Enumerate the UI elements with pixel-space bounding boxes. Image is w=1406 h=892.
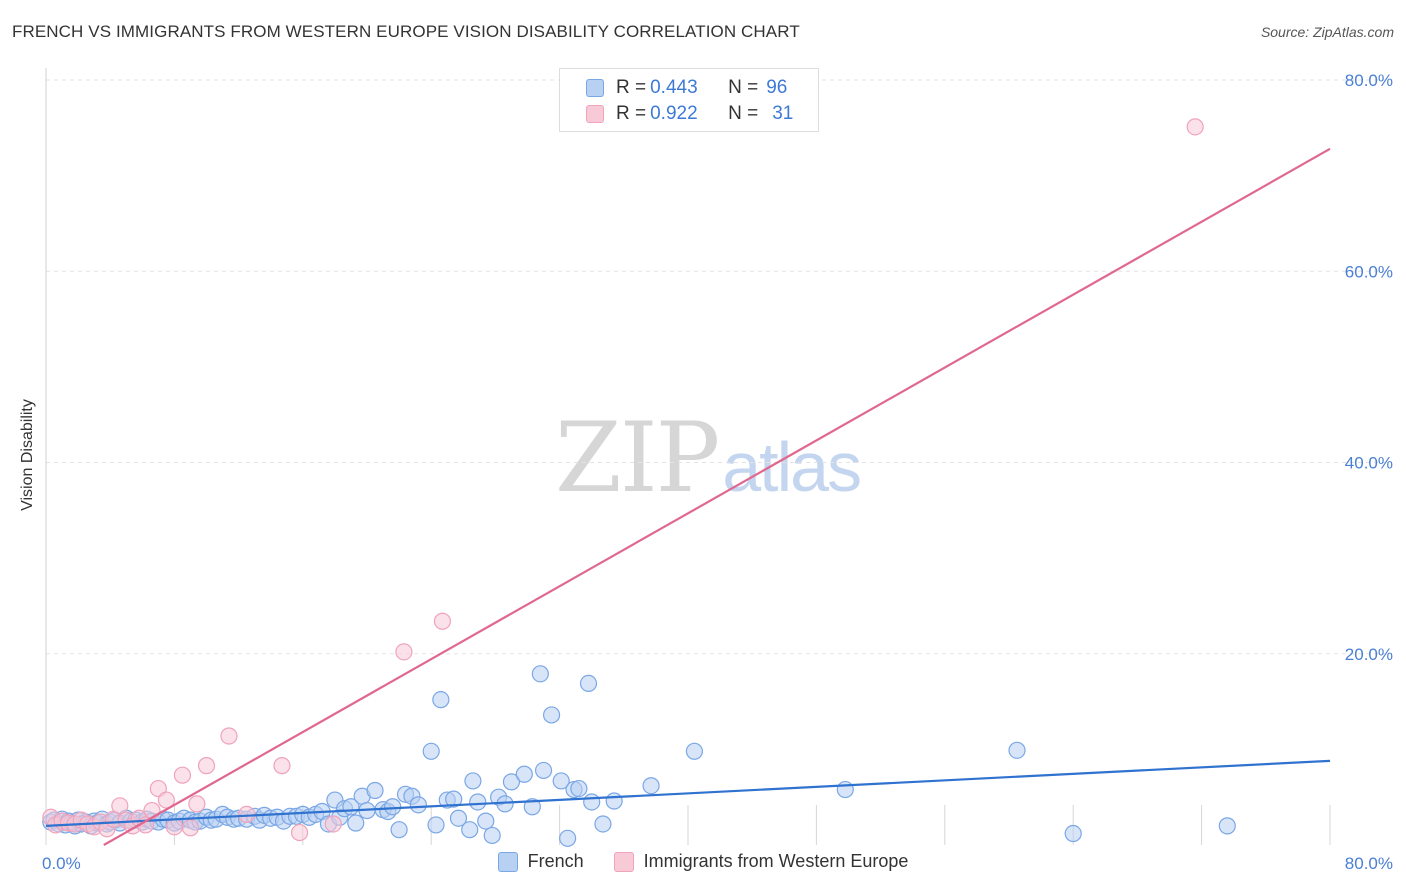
point-immigrants xyxy=(157,791,175,809)
point-french xyxy=(579,674,598,692)
y-tick-label: 80.0% xyxy=(1345,71,1393,90)
series-french-points xyxy=(42,665,1236,847)
point-french xyxy=(1218,817,1236,835)
point-french xyxy=(432,691,450,709)
point-immigrants xyxy=(197,757,216,775)
legend-item-french[interactable]: French xyxy=(497,851,584,872)
point-french xyxy=(483,826,501,845)
point-french xyxy=(570,779,588,798)
legend-r-label: R = xyxy=(616,77,647,98)
chart-title: FRENCH VS IMMIGRANTS FROM WESTERN EUROPE… xyxy=(12,22,800,41)
legend-label-french: French xyxy=(527,851,584,871)
point-french xyxy=(515,765,533,783)
trend-lines xyxy=(45,147,1331,846)
point-french xyxy=(461,821,479,839)
point-french xyxy=(347,814,365,832)
legend-swatch-french xyxy=(497,851,518,872)
legend-n-label: N = xyxy=(728,103,759,124)
legend-swatch-immigrants xyxy=(586,105,604,123)
grid-lines xyxy=(46,79,1392,655)
point-immigrants xyxy=(188,795,206,813)
legend-r-label: R = xyxy=(616,103,647,124)
point-french xyxy=(583,793,601,811)
legend-r-value: 0.443 xyxy=(650,77,698,98)
point-french xyxy=(642,777,660,795)
legend-swatch-french xyxy=(586,79,604,97)
point-french xyxy=(445,790,463,808)
point-french xyxy=(1008,741,1026,759)
legend-item-immigrants[interactable]: Immigrants from Western Europe xyxy=(613,851,909,872)
point-french xyxy=(559,829,577,847)
point-immigrants xyxy=(324,815,342,833)
point-french xyxy=(1064,824,1082,843)
trend-line-french xyxy=(45,759,1331,827)
point-french xyxy=(594,815,612,833)
point-immigrants xyxy=(1186,118,1204,136)
point-french xyxy=(384,798,402,816)
legend-row-immigrants: R = 0.922 N = 31 xyxy=(586,103,793,125)
stats-legend: R = 0.443 N = 96 R = 0.922 N = 31 xyxy=(559,68,819,132)
y-tick-label: 40.0% xyxy=(1345,454,1393,473)
point-french xyxy=(685,742,704,760)
point-immigrants xyxy=(181,819,200,837)
point-immigrants xyxy=(433,612,452,630)
point-french xyxy=(542,706,561,724)
x-tick-label: 80.0% xyxy=(1345,854,1393,873)
point-french xyxy=(531,665,549,683)
point-immigrants xyxy=(165,818,183,836)
tick-labels: 20.0% 40.0% 60.0% 80.0% 0.0% 80.0% xyxy=(42,71,1393,873)
point-french xyxy=(409,796,427,814)
point-french xyxy=(422,742,440,760)
point-french xyxy=(366,781,384,800)
point-immigrants xyxy=(173,766,192,784)
point-french xyxy=(477,812,495,830)
source-label: Source: ZipAtlas.com xyxy=(1260,24,1394,40)
point-immigrants xyxy=(111,797,129,815)
legend-r-value: 0.922 xyxy=(650,103,698,124)
point-french xyxy=(552,772,570,790)
legend-row-french: R = 0.443 N = 96 xyxy=(586,77,787,99)
point-french xyxy=(469,793,487,811)
legend-n-value: 96 xyxy=(766,77,788,98)
point-immigrants xyxy=(273,757,291,775)
point-french xyxy=(836,780,854,799)
legend-label-immigrants: Immigrants from Western Europe xyxy=(643,851,909,871)
legend-n-value: 31 xyxy=(772,103,794,124)
point-french xyxy=(464,772,482,790)
series-legend: French Immigrants from Western Europe xyxy=(0,851,1406,872)
point-french xyxy=(502,773,521,791)
point-immigrants xyxy=(143,801,161,820)
point-immigrants xyxy=(290,823,309,842)
point-immigrants xyxy=(395,643,413,661)
series-immigrants-points xyxy=(42,118,1204,842)
point-french xyxy=(523,798,541,816)
point-french xyxy=(390,821,408,839)
point-french xyxy=(534,761,553,780)
axes xyxy=(45,68,1331,845)
y-tick-label: 20.0% xyxy=(1345,645,1393,664)
point-french xyxy=(605,792,623,810)
point-french xyxy=(449,809,468,827)
trend-line-immigrants xyxy=(103,147,1331,846)
legend-n-label: N = xyxy=(728,77,759,98)
x-tick-label: 0.0% xyxy=(42,854,81,873)
legend-swatch-immigrants xyxy=(613,851,634,872)
point-immigrants xyxy=(220,727,238,745)
y-tick-label: 60.0% xyxy=(1345,262,1393,281)
point-french xyxy=(427,816,445,834)
